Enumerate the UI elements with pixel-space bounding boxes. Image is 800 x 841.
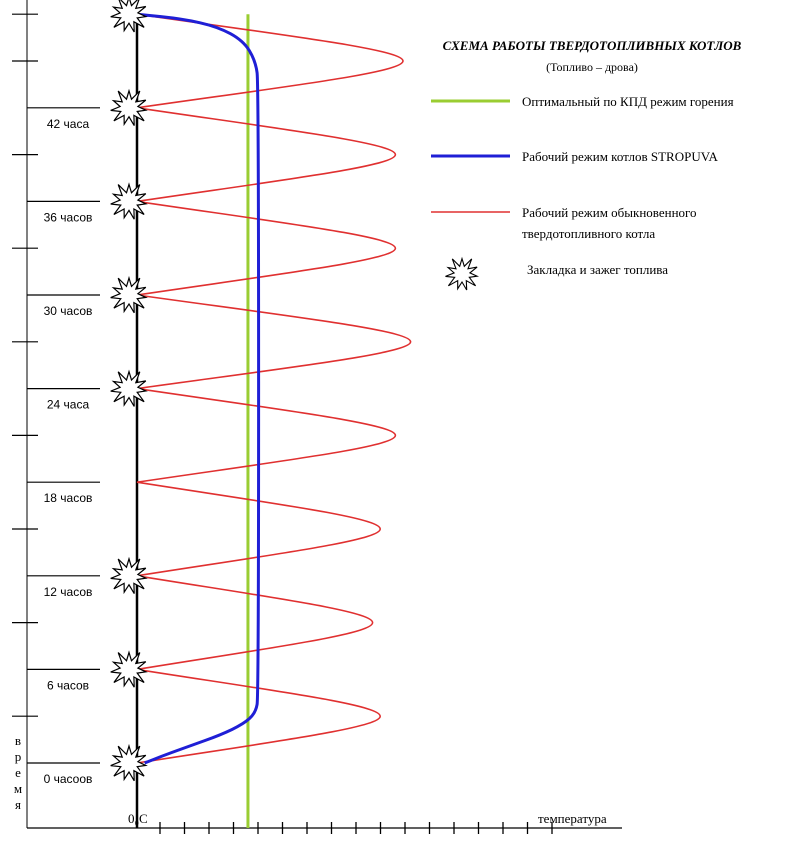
legend: Оптимальный по КПД режим горения Рабочий … — [431, 94, 734, 291]
y-tick-label: 0 часоов — [44, 772, 93, 786]
chart-title: СХЕМА РАБОТЫ ТВЕРДОТОПЛИВНЫХ КОТЛОВ — [443, 38, 742, 53]
legend-label: Оптимальный по КПД режим горения — [522, 94, 734, 109]
y-tick-labels: 0 часоов 6 часов 12 часов 18 часов 24 часа 30… — [44, 117, 93, 786]
y-tick-label: 12 часов — [44, 585, 93, 599]
x-axis-title: температура — [538, 811, 607, 826]
ignition-star-marker — [110, 275, 148, 314]
ignition-star-marker — [110, 182, 148, 220]
chart-subtitle: (Топливо – дрова) — [546, 60, 638, 74]
y-axis-title-letter: я — [15, 797, 21, 812]
series-stropuva — [136, 12, 261, 765]
ignition-star-marker — [110, 743, 148, 782]
legend-label: Рабочий режим котлов STROPUVA — [522, 149, 718, 164]
ignition-star-marker — [110, 556, 148, 595]
y-tick-label: 24 часа — [47, 398, 90, 412]
legend-label: Рабочий режим обыкновенного — [522, 205, 697, 220]
y-tick-label: 36 часов — [44, 210, 93, 224]
y-tick-label: 6 часов — [47, 678, 89, 692]
ignition-star-marker — [110, 0, 148, 33]
y-tick-label: 18 часов — [44, 491, 93, 505]
legend-label: Закладка и зажег топлива — [527, 262, 668, 277]
axes-layer — [12, 0, 622, 834]
y-axis-title-letter: е — [15, 765, 21, 780]
ignition-star-marker — [110, 650, 148, 688]
y-tick-label: 42 часа — [47, 117, 90, 131]
y-axis-title-letter: в — [15, 733, 21, 748]
y-tick-label: 30 часов — [44, 304, 93, 318]
series-layer — [136, 12, 412, 828]
y-axis-title-letter: р — [15, 749, 22, 764]
series-ordinary — [136, 13, 412, 764]
ignition-star-marker — [110, 88, 148, 127]
legend-star-icon — [445, 256, 480, 291]
ignition-markers — [110, 0, 148, 782]
ignition-star-marker — [110, 369, 148, 407]
y-axis-title-letter: м — [14, 781, 22, 796]
legend-label-cont: твердотопливного котла — [522, 226, 655, 241]
